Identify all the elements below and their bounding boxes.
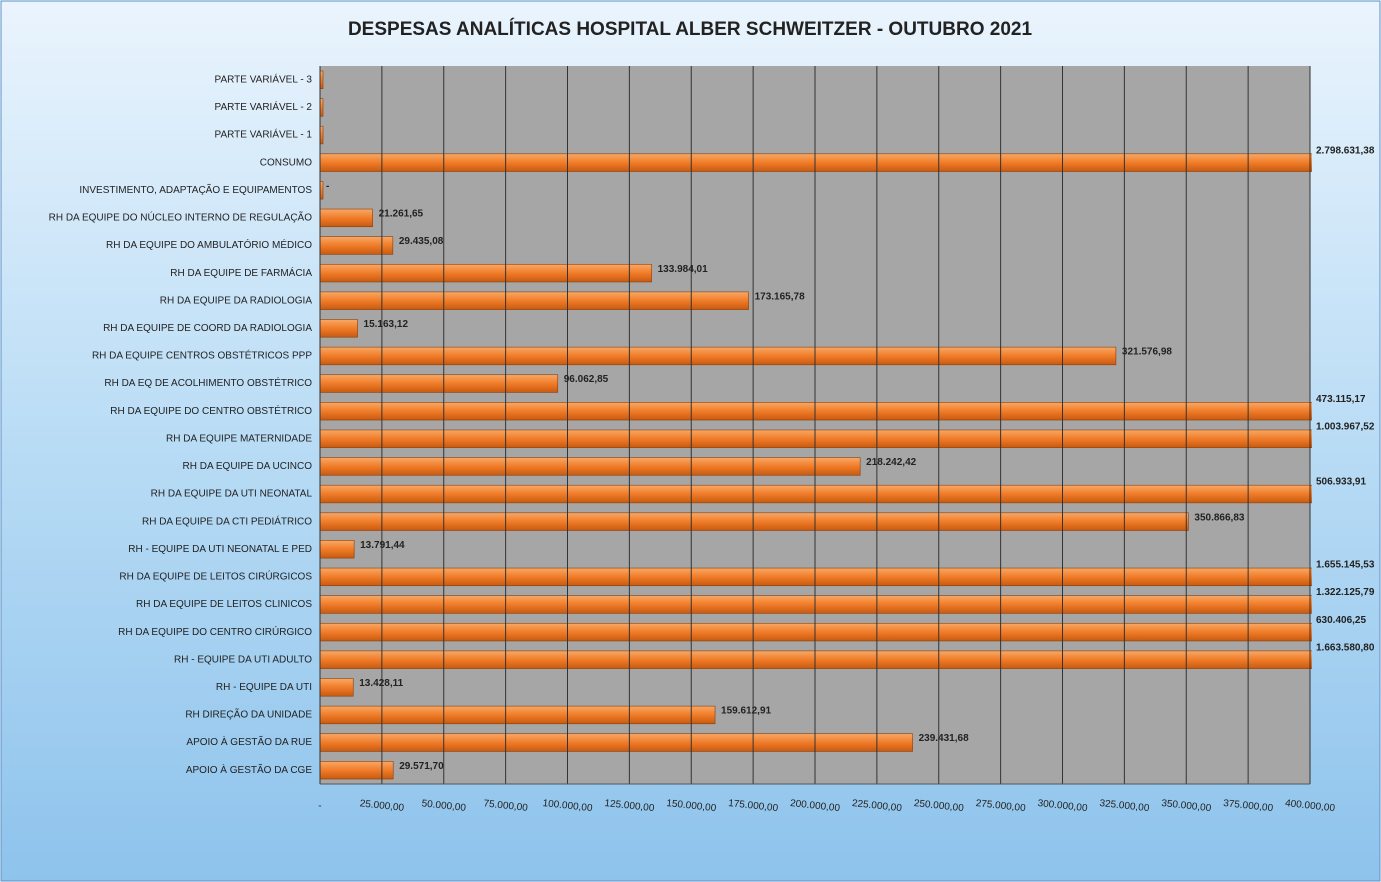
bar: [320, 181, 324, 200]
bar: [320, 484, 1312, 504]
value-label: 29.435,08: [399, 236, 444, 247]
bar: [320, 733, 913, 752]
bar: [320, 208, 373, 228]
y-tick-label: RH DA EQUIPE DE LEITOS CIRÚRGICOS: [119, 570, 312, 583]
bar: [320, 153, 1312, 172]
y-tick-label: RH DA EQUIPE DE COORD DA RADIOLOGIA: [103, 323, 312, 334]
x-tick-label: 275.000,00: [975, 798, 1026, 814]
y-tick-label: RH - EQUIPE DA UTI: [216, 682, 312, 693]
y-tick-label: APOIO À GESTÃO DA CGE: [186, 763, 312, 776]
bar: [320, 291, 749, 310]
y-tick-label: RH DA EQUIPE DA UCINCO: [183, 461, 313, 472]
x-tick-label: 125.000,00: [604, 798, 655, 814]
bar: [320, 125, 324, 145]
value-label: 13.428,11: [359, 678, 403, 689]
bar: [320, 346, 1117, 366]
x-tick-label: -: [318, 800, 322, 811]
bar: [320, 705, 716, 725]
y-tick-label: RH DA EQUIPE DO CENTRO CIRÚRGICO: [118, 625, 312, 638]
x-tick-label: 225.000,00: [851, 798, 902, 814]
bar: [320, 622, 1312, 642]
value-label: 29.571,70: [399, 761, 444, 772]
y-tick-label: RH DA EQUIPE DA UTI NEONATAL: [151, 489, 313, 500]
bar: [320, 457, 861, 476]
value-label: 239.431,68: [919, 733, 969, 744]
x-tick-label: 200.000,00: [790, 798, 841, 814]
value-label: 473.115,17: [1316, 394, 1366, 405]
y-tick-label: RH DA EQUIPE DA CTI PEDIÁTRICO: [142, 514, 312, 527]
value-label: 506.933,91: [1316, 477, 1366, 488]
x-tick-label: 400.000,00: [1285, 798, 1336, 814]
value-label: 13.791,44: [360, 540, 405, 551]
bar: [320, 650, 1312, 669]
x-tick-label: 325.000,00: [1099, 798, 1150, 814]
value-label: 2.798.631,38: [1316, 145, 1375, 156]
x-tick-label: 350.000,00: [1161, 798, 1212, 814]
bar: [320, 595, 1312, 614]
y-tick-label: RH DA EQUIPE DO NÚCLEO INTERNO DE REGULA…: [49, 211, 313, 224]
y-tick-label: RH DA EQ DE ACOLHIMENTO OBSTÉTRICO: [104, 376, 312, 389]
y-tick-label: RH DA EQUIPE CENTROS OBSTÉTRICOS PPP: [92, 349, 312, 362]
value-label: 630.406,25: [1316, 615, 1366, 626]
bar: [320, 429, 1312, 448]
bar: [320, 263, 652, 283]
x-tick-label: 100.000,00: [542, 798, 593, 814]
value-label: 15.163,12: [364, 319, 409, 330]
y-tick-label: CONSUMO: [260, 157, 312, 168]
x-tick-label: 300.000,00: [1037, 798, 1088, 814]
y-tick-label: PARTE VARIÁVEL - 1: [215, 128, 313, 141]
x-tick-label: 50.000,00: [421, 798, 467, 814]
bar: [320, 402, 1312, 421]
value-label: 350.866,83: [1194, 512, 1244, 523]
bar: [320, 70, 324, 89]
bar: [320, 761, 394, 780]
value-label: -: [326, 181, 329, 192]
y-tick-label: PARTE VARIÁVEL - 3: [215, 72, 313, 85]
value-label: 1.655.145,53: [1316, 560, 1375, 571]
value-label: 133.984,01: [658, 264, 708, 275]
value-label: 21.261,65: [379, 209, 424, 220]
value-label: 96.062,85: [564, 374, 609, 385]
y-tick-label: RH DA EQUIPE DA RADIOLOGIA: [160, 295, 313, 306]
value-label: 1.003.967,52: [1316, 421, 1375, 432]
value-label: 321.576,98: [1122, 347, 1172, 358]
value-label: 1.322.125,79: [1316, 587, 1375, 598]
y-tick-label: RH DIREÇÃO DA UNIDADE: [185, 708, 312, 721]
y-tick-label: RH DA EQUIPE DE LEITOS CLINICOS: [136, 599, 312, 610]
chart-title: DESPESAS ANALÍTICAS HOSPITAL ALBER SCHWE…: [348, 18, 1032, 40]
bar: [320, 567, 1312, 587]
value-label: 159.612,91: [721, 706, 771, 717]
y-tick-label: RH DA EQUIPE DE FARMÁCIA: [170, 266, 312, 279]
bar: [320, 512, 1189, 531]
bar: [320, 374, 559, 393]
value-label: 1.663.580,80: [1316, 642, 1375, 653]
y-tick-label: RH - EQUIPE DA UTI NEONATAL E PED: [128, 544, 312, 555]
y-tick-label: RH - EQUIPE DA UTI ADULTO: [174, 654, 312, 665]
value-label: 218.242,42: [866, 457, 916, 468]
x-tick-label: 175.000,00: [728, 798, 779, 814]
bar: [320, 98, 324, 117]
x-tick-label: 25.000,00: [359, 798, 405, 814]
value-label: 173.165,78: [755, 291, 805, 302]
y-tick-label: PARTE VARIÁVEL - 2: [215, 100, 313, 113]
y-tick-label: INVESTIMENTO, ADAPTAÇÃO E EQUIPAMENTOS: [79, 183, 312, 196]
x-tick-label: 375.000,00: [1223, 798, 1274, 814]
x-tick-label: 75.000,00: [483, 798, 529, 814]
bar: [320, 319, 358, 338]
y-tick-label: RH DA EQUIPE DO AMBULATÓRIO MÉDICO: [106, 238, 312, 251]
x-tick-label: 150.000,00: [666, 798, 717, 814]
y-tick-label: APOIO À GESTÃO DA RUE: [186, 735, 312, 748]
bar: [320, 678, 354, 697]
y-tick-label: RH DA EQUIPE MATERNIDADE: [166, 433, 312, 444]
bar: [320, 540, 355, 559]
y-tick-label: RH DA EQUIPE DO CENTRO OBSTÉTRICO: [110, 404, 312, 417]
x-tick-label: 250.000,00: [913, 798, 964, 814]
bar: [320, 236, 394, 255]
